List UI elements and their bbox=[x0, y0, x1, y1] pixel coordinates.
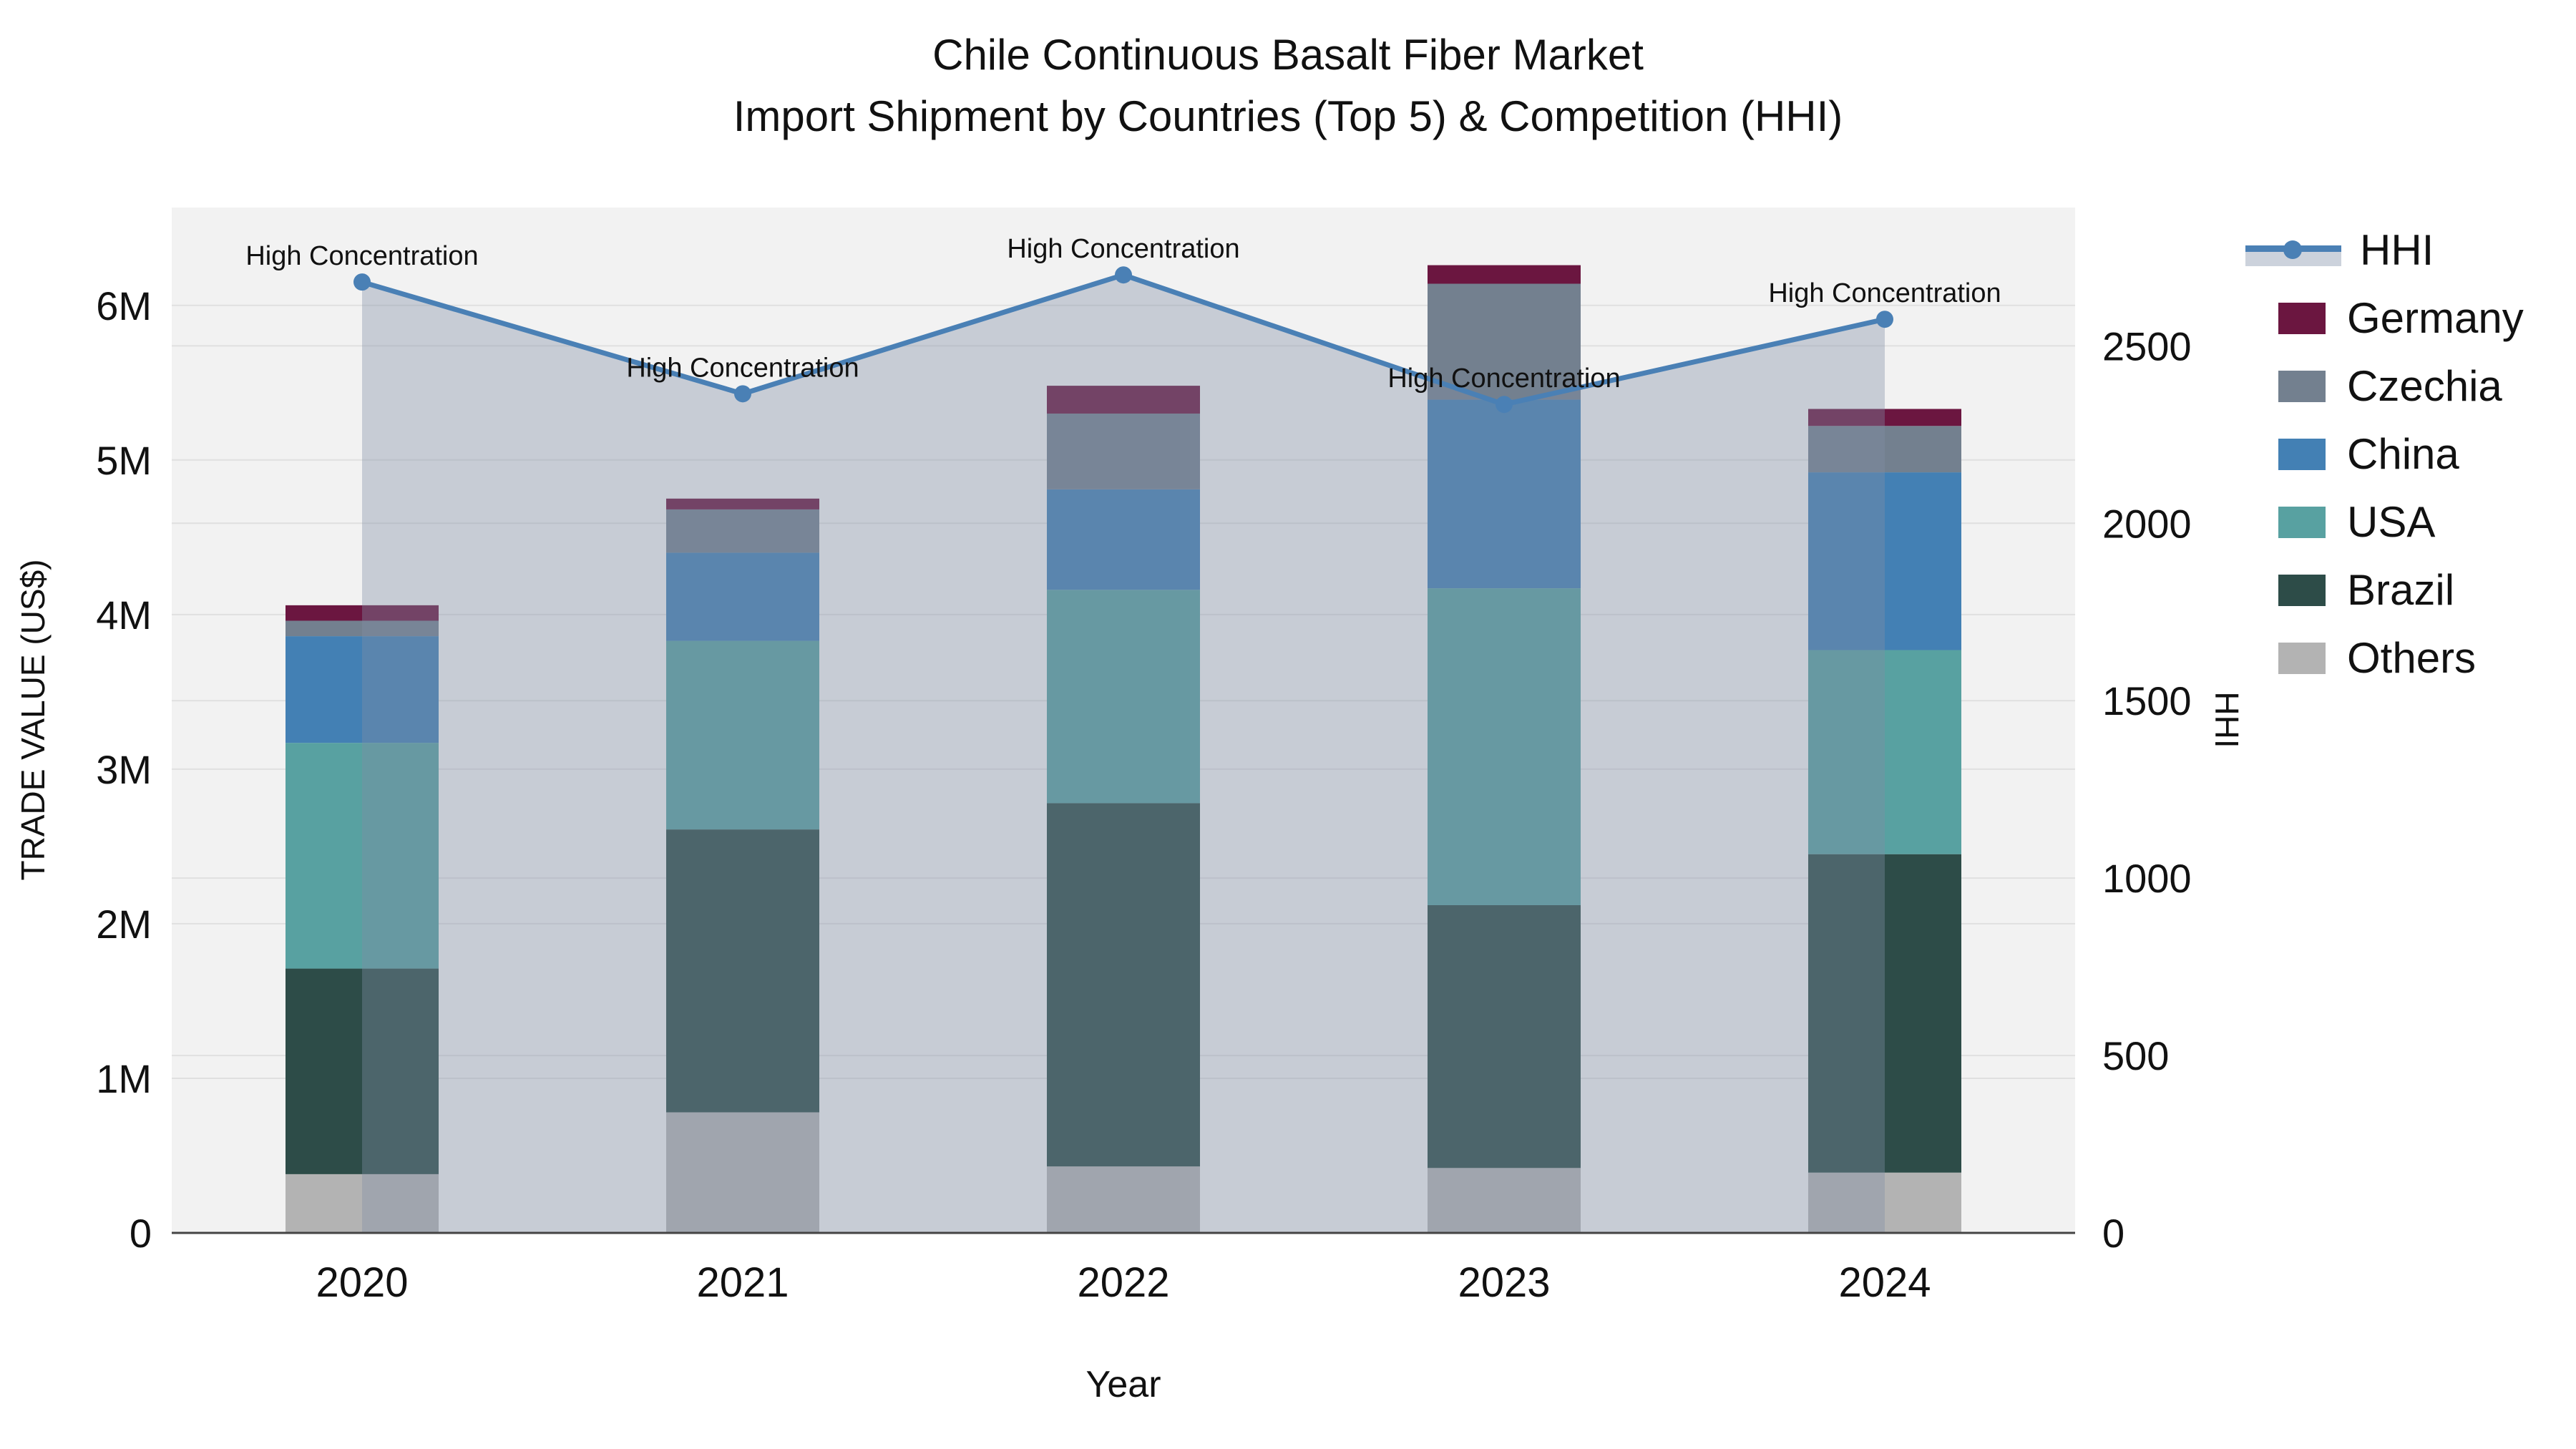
hhi-point-2024[interactable] bbox=[1876, 311, 1893, 328]
bar-segment-2020-china[interactable] bbox=[286, 636, 439, 743]
bar-segment-2021-usa[interactable] bbox=[666, 640, 819, 830]
y-axis-title: TRADE VALUE (US$) bbox=[14, 559, 52, 880]
y2-tick-label: 2500 bbox=[2102, 323, 2192, 369]
legend-label: Germany bbox=[2347, 294, 2524, 342]
y2-axis-title: HHI bbox=[2208, 691, 2245, 748]
legend-label: USA bbox=[2347, 498, 2436, 546]
legend-item-usa[interactable]: USA bbox=[2245, 488, 2524, 556]
bar-segment-2024-germany[interactable] bbox=[1808, 409, 1961, 426]
legend-swatch-others bbox=[2278, 642, 2326, 674]
x-tick-label: 2024 bbox=[1838, 1259, 1931, 1306]
bar-segment-2020-usa[interactable] bbox=[286, 743, 439, 969]
annotation-high-concentration-2023: High Concentration bbox=[1387, 364, 1620, 394]
chart-legend: HHI Germany Czechia China USA Brazil Others bbox=[2245, 216, 2524, 692]
bar-segment-2020-czechia[interactable] bbox=[286, 620, 439, 637]
y2-tick-label: 0 bbox=[2102, 1211, 2124, 1256]
x-tick-label: 2020 bbox=[316, 1259, 408, 1306]
y-tick-label: 1M bbox=[96, 1056, 152, 1101]
bar-segment-2021-czechia[interactable] bbox=[666, 509, 819, 553]
bar-segment-2021-china[interactable] bbox=[666, 552, 819, 641]
bar-segment-2020-brazil[interactable] bbox=[286, 968, 439, 1174]
y2-tick-label: 1500 bbox=[2102, 678, 2192, 723]
y-tick-label: 3M bbox=[96, 747, 152, 792]
annotation-high-concentration-2024: High Concentration bbox=[1768, 278, 2001, 308]
y-tick-label: 5M bbox=[96, 438, 152, 483]
bar-segment-2020-germany[interactable] bbox=[286, 605, 439, 621]
bar-segment-2024-others[interactable] bbox=[1808, 1172, 1961, 1233]
x-tick-label: 2021 bbox=[696, 1259, 789, 1306]
legend-item-hhi[interactable]: HHI bbox=[2245, 216, 2524, 284]
legend-label: Czechia bbox=[2347, 362, 2502, 410]
y2-tick-label: 500 bbox=[2102, 1033, 2169, 1078]
legend-label: Brazil bbox=[2347, 566, 2455, 614]
bar-segment-2023-others[interactable] bbox=[1428, 1168, 1581, 1233]
legend-label: China bbox=[2347, 430, 2459, 478]
hhi-line-sample-icon bbox=[2245, 233, 2341, 268]
chart-title-line1: Chile Continuous Basalt Fiber Market bbox=[932, 31, 1644, 79]
bar-segment-2022-china[interactable] bbox=[1047, 489, 1200, 590]
bar-segment-2022-usa[interactable] bbox=[1047, 590, 1200, 804]
legend-item-germany[interactable]: Germany bbox=[2245, 284, 2524, 352]
bar-segment-2023-czechia[interactable] bbox=[1428, 283, 1581, 400]
legend-swatch-czechia bbox=[2278, 370, 2326, 402]
bar-segment-2023-china[interactable] bbox=[1428, 399, 1581, 589]
hhi-point-2021[interactable] bbox=[734, 385, 751, 403]
legend-item-brazil[interactable]: Brazil bbox=[2245, 556, 2524, 624]
bar-segment-2020-others[interactable] bbox=[286, 1174, 439, 1233]
annotation-high-concentration-2020: High Concentration bbox=[245, 241, 478, 271]
x-axis-title: Year bbox=[1085, 1364, 1161, 1405]
bar-segment-2022-others[interactable] bbox=[1047, 1166, 1200, 1233]
bar-segment-2023-brazil[interactable] bbox=[1428, 904, 1581, 1169]
annotation-high-concentration-2021: High Concentration bbox=[626, 353, 859, 383]
y2-tick-label: 1000 bbox=[2102, 856, 2192, 901]
legend-label: Others bbox=[2347, 634, 2477, 682]
legend-swatch-usa bbox=[2278, 506, 2326, 538]
bar-segment-2023-germany[interactable] bbox=[1428, 265, 1581, 284]
y2-tick-label: 2000 bbox=[2102, 501, 2192, 546]
bar-segment-2021-others[interactable] bbox=[666, 1112, 819, 1233]
hhi-point-2022[interactable] bbox=[1115, 266, 1132, 284]
bar-segment-2024-brazil[interactable] bbox=[1808, 854, 1961, 1173]
hhi-area-fill bbox=[362, 275, 1885, 1233]
bar-segment-2022-germany[interactable] bbox=[1047, 386, 1200, 414]
legend-label: HHI bbox=[2360, 226, 2434, 274]
legend-item-others[interactable]: Others bbox=[2245, 624, 2524, 692]
bar-segment-2023-usa[interactable] bbox=[1428, 588, 1581, 905]
y-tick-label: 4M bbox=[96, 592, 152, 638]
y-tick-label: 0 bbox=[130, 1211, 152, 1256]
bar-segment-2024-china[interactable] bbox=[1808, 472, 1961, 650]
y-tick-label: 6M bbox=[96, 283, 152, 328]
legend-item-china[interactable]: China bbox=[2245, 420, 2524, 488]
bar-segment-2022-brazil[interactable] bbox=[1047, 803, 1200, 1167]
legend-item-czechia[interactable]: Czechia bbox=[2245, 352, 2524, 420]
x-tick-label: 2022 bbox=[1077, 1259, 1169, 1306]
legend-swatch-brazil bbox=[2278, 574, 2326, 606]
legend-swatch-germany bbox=[2278, 302, 2326, 334]
bar-segment-2021-germany[interactable] bbox=[666, 498, 819, 509]
bar-segment-2024-usa[interactable] bbox=[1808, 650, 1961, 854]
hhi-point-2020[interactable] bbox=[353, 273, 371, 291]
y-tick-label: 2M bbox=[96, 902, 152, 947]
bar-segment-2021-brazil[interactable] bbox=[666, 829, 819, 1113]
legend-swatch-china bbox=[2278, 438, 2326, 470]
hhi-point-2023[interactable] bbox=[1496, 396, 1513, 414]
annotation-high-concentration-2022: High Concentration bbox=[1007, 234, 1239, 264]
chart-title-line2: Import Shipment by Countries (Top 5) & C… bbox=[733, 92, 1843, 140]
bar-segment-2022-czechia[interactable] bbox=[1047, 413, 1200, 489]
x-tick-label: 2023 bbox=[1458, 1259, 1550, 1306]
bar-segment-2024-czechia[interactable] bbox=[1808, 426, 1961, 473]
